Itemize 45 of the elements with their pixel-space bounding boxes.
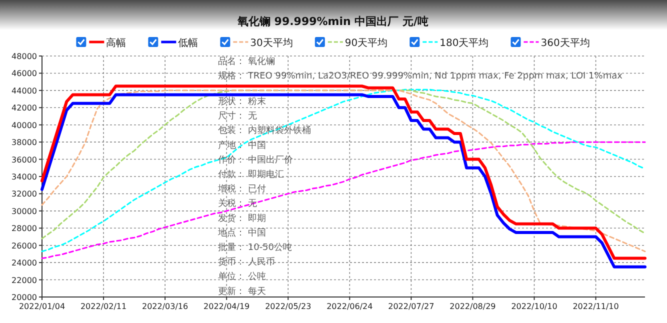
legend-label: 360天平均 — [540, 37, 590, 49]
x-tick-label: 2022/07/27 — [388, 302, 434, 311]
annotation: 更新： 每天 — [218, 286, 266, 297]
x-tick-label: 2022/08/29 — [450, 302, 496, 311]
annotation: 尺寸： 无 — [218, 110, 257, 122]
x-tick-label: 2022/11/10 — [572, 302, 619, 311]
annotation: 产地： 中国 — [218, 140, 266, 151]
y-tick-label: 42000 — [12, 104, 37, 113]
x-tick-label: 2022/10/10 — [511, 302, 558, 311]
x-tick-label: 2022/01/04 — [18, 302, 66, 311]
annotation: 单位： 公吨 — [218, 271, 266, 282]
legend-label: 90天平均 — [344, 37, 388, 49]
annotation: 地点： 中国 — [217, 227, 266, 238]
y-tick-label: 44000 — [12, 86, 37, 96]
y-tick-label: 40000 — [12, 120, 37, 130]
y-tick-label: 20000 — [12, 293, 37, 302]
legend-label: 低幅 — [178, 37, 198, 49]
legend-label: 180天平均 — [440, 37, 489, 49]
y-tick-label: 28000 — [12, 224, 37, 234]
x-tick-label: 2022/03/16 — [142, 302, 188, 311]
legend-label: 高幅 — [106, 37, 126, 49]
y-tick-label: 22000 — [12, 276, 37, 285]
x-tick-label: 2022/04/19 — [204, 302, 250, 311]
annotation: 发货： 即期 — [218, 212, 266, 224]
y-tick-label: 46000 — [12, 69, 37, 78]
x-tick-label: 2022/02/11 — [80, 302, 127, 311]
y-tick-label: 34000 — [12, 172, 37, 182]
annotation: 增税： 已付 — [217, 184, 266, 195]
legend-label: 30天平均 — [250, 37, 293, 49]
annotation: 付款： 即期电汇 — [218, 169, 284, 180]
annotation: 批量： 10-50公吨 — [218, 242, 292, 254]
y-tick-label: 26000 — [12, 241, 37, 250]
annotation: 货币： 人民币 — [218, 256, 275, 268]
y-tick-label: 30000 — [12, 206, 37, 216]
x-tick-label: 2022/05/23 — [265, 302, 312, 311]
annotation: 形状： 粉末 — [218, 96, 266, 108]
y-tick-label: 24000 — [12, 258, 37, 268]
y-tick-label: 38000 — [12, 138, 37, 148]
chart-title: 氧化镧 99.999%min 中国出厂 元/吨 — [236, 15, 429, 28]
y-tick-label: 32000 — [12, 190, 37, 199]
y-tick-label: 48000 — [12, 52, 37, 61]
x-tick-label: 2022/06/24 — [326, 302, 373, 311]
annotation: 规格： TREO 99%min, La2O3/REO 99.999%min, Nd 1ppm max, Fe 2ppm max, LOI 1%max — [218, 70, 624, 82]
annotation: 品名： 氧化镧 — [218, 56, 275, 67]
y-tick-label: 36000 — [12, 155, 37, 164]
